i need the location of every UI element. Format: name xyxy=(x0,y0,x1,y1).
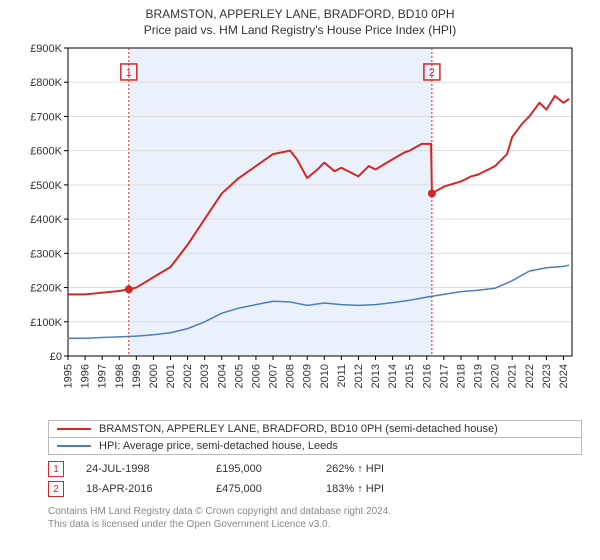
svg-text:2000: 2000 xyxy=(148,364,160,388)
tx-price: £195,000 xyxy=(216,463,326,475)
svg-text:2011: 2011 xyxy=(336,364,348,388)
svg-text:£800K: £800K xyxy=(30,78,62,90)
chart-container: BRAMSTON, APPERLEY LANE, BRADFORD, BD10 … xyxy=(0,0,600,560)
svg-text:£100K: £100K xyxy=(30,317,62,329)
svg-text:1: 1 xyxy=(126,67,132,79)
svg-text:2009: 2009 xyxy=(302,364,314,388)
tx-date: 24-JUL-1998 xyxy=(86,463,216,475)
table-row: 1 24-JUL-1998 £195,000 262% ↑ HPI xyxy=(48,461,582,477)
chart-title-2: Price paid vs. HM Land Registry's House … xyxy=(10,22,590,38)
svg-text:1995: 1995 xyxy=(63,364,75,388)
svg-text:2008: 2008 xyxy=(285,364,297,388)
svg-text:£900K: £900K xyxy=(30,43,62,55)
svg-text:£0: £0 xyxy=(50,351,62,363)
legend-label: BRAMSTON, APPERLEY LANE, BRADFORD, BD10 … xyxy=(99,423,498,435)
transactions-table: 1 24-JUL-1998 £195,000 262% ↑ HPI 2 18-A… xyxy=(48,461,582,497)
svg-text:1999: 1999 xyxy=(131,364,143,388)
svg-text:2018: 2018 xyxy=(455,364,467,388)
svg-text:2003: 2003 xyxy=(199,364,211,388)
svg-text:2022: 2022 xyxy=(524,364,536,388)
tx-date: 18-APR-2016 xyxy=(86,483,216,495)
svg-text:2013: 2013 xyxy=(370,364,382,388)
svg-text:£700K: £700K xyxy=(30,112,62,124)
legend-swatch xyxy=(57,428,91,430)
svg-text:£600K: £600K xyxy=(30,146,62,158)
svg-text:2020: 2020 xyxy=(490,364,502,388)
svg-text:2015: 2015 xyxy=(404,364,416,388)
footer-line: This data is licensed under the Open Gov… xyxy=(48,518,582,531)
svg-text:1998: 1998 xyxy=(114,364,126,388)
svg-text:2023: 2023 xyxy=(541,364,553,388)
svg-text:2012: 2012 xyxy=(353,364,365,388)
svg-text:2024: 2024 xyxy=(558,364,570,388)
marker-badge: 2 xyxy=(48,481,64,497)
svg-text:2002: 2002 xyxy=(182,364,194,388)
marker-badge: 1 xyxy=(48,461,64,477)
svg-text:2021: 2021 xyxy=(507,364,519,388)
legend: BRAMSTON, APPERLEY LANE, BRADFORD, BD10 … xyxy=(48,420,582,455)
tx-pct: 262% ↑ HPI xyxy=(326,463,446,475)
footer-line: Contains HM Land Registry data © Crown c… xyxy=(48,505,582,518)
svg-text:2016: 2016 xyxy=(421,364,433,388)
svg-text:2004: 2004 xyxy=(216,364,228,388)
tx-price: £475,000 xyxy=(216,483,326,495)
legend-label: HPI: Average price, semi-detached house,… xyxy=(99,440,338,452)
svg-text:£300K: £300K xyxy=(30,249,62,261)
svg-text:2001: 2001 xyxy=(165,364,177,388)
svg-text:2010: 2010 xyxy=(319,364,331,388)
tx-pct: 183% ↑ HPI xyxy=(326,483,446,495)
chart-svg: £0 £100K £200K £300K £400K £500K £600K £700K £80… xyxy=(20,42,580,412)
svg-text:£500K: £500K xyxy=(30,180,62,192)
footer: Contains HM Land Registry data © Crown c… xyxy=(48,505,582,531)
svg-text:2014: 2014 xyxy=(387,364,399,388)
legend-item: HPI: Average price, semi-detached house,… xyxy=(49,437,581,454)
svg-text:2: 2 xyxy=(429,67,435,79)
svg-text:£200K: £200K xyxy=(30,283,62,295)
table-row: 2 18-APR-2016 £475,000 183% ↑ HPI xyxy=(48,481,582,497)
legend-item: BRAMSTON, APPERLEY LANE, BRADFORD, BD10 … xyxy=(49,421,581,437)
chart-title-1: BRAMSTON, APPERLEY LANE, BRADFORD, BD10 … xyxy=(10,6,590,22)
svg-text:2007: 2007 xyxy=(268,364,280,388)
svg-text:1997: 1997 xyxy=(97,364,109,388)
svg-text:£400K: £400K xyxy=(30,214,62,226)
legend-swatch xyxy=(57,445,91,447)
chart-titles: BRAMSTON, APPERLEY LANE, BRADFORD, BD10 … xyxy=(10,6,590,38)
chart-plot: £0 £100K £200K £300K £400K £500K £600K £700K £80… xyxy=(20,42,580,412)
svg-text:2019: 2019 xyxy=(473,364,485,388)
svg-text:1996: 1996 xyxy=(80,364,92,388)
svg-text:2006: 2006 xyxy=(250,364,262,388)
svg-text:2005: 2005 xyxy=(233,364,245,388)
svg-text:2017: 2017 xyxy=(438,364,450,388)
